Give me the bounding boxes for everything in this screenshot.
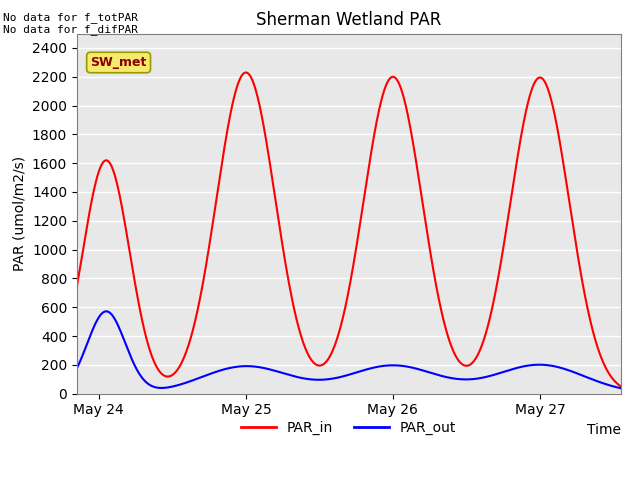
Title: Sherman Wetland PAR: Sherman Wetland PAR bbox=[256, 11, 442, 29]
Legend: PAR_in, PAR_out: PAR_in, PAR_out bbox=[236, 415, 462, 441]
Y-axis label: PAR (umol/m2/s): PAR (umol/m2/s) bbox=[12, 156, 26, 271]
Text: No data for f_totPAR
No data for f_difPAR: No data for f_totPAR No data for f_difPA… bbox=[3, 12, 138, 36]
Text: SW_met: SW_met bbox=[90, 56, 147, 69]
X-axis label: Time: Time bbox=[587, 423, 621, 437]
